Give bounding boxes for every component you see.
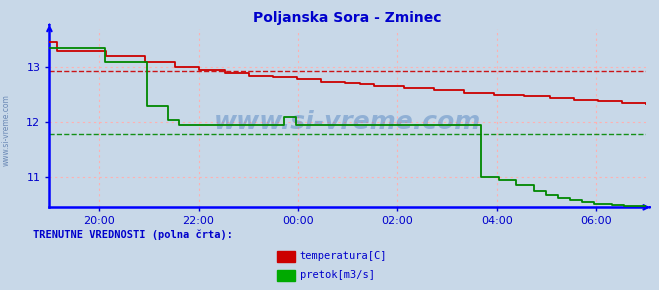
Title: Poljanska Sora - Zminec: Poljanska Sora - Zminec <box>253 11 442 25</box>
Text: www.si-vreme.com: www.si-vreme.com <box>2 95 11 166</box>
Text: temperatura[C]: temperatura[C] <box>300 251 387 261</box>
Text: pretok[m3/s]: pretok[m3/s] <box>300 270 375 280</box>
Text: TRENUTNE VREDNOSTI (polna črta):: TRENUTNE VREDNOSTI (polna črta): <box>33 229 233 240</box>
Text: www.si-vreme.com: www.si-vreme.com <box>214 110 481 134</box>
